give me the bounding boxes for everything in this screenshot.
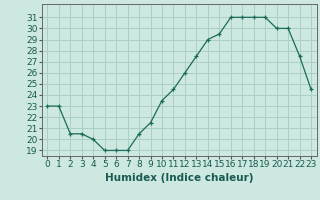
X-axis label: Humidex (Indice chaleur): Humidex (Indice chaleur)	[105, 173, 253, 183]
